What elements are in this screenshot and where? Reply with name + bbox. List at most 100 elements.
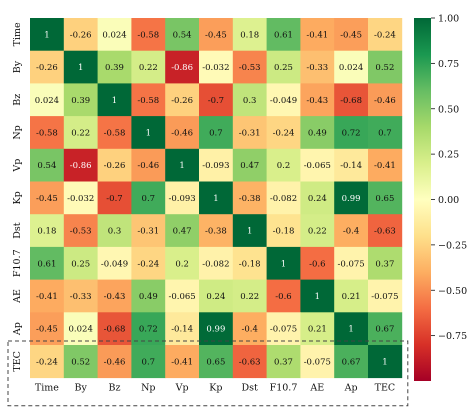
heatmap-cell — [300, 279, 335, 313]
cell-value-label: -0.53 — [70, 227, 92, 237]
cell-value-label: 1 — [382, 357, 387, 367]
heatmap-cell — [131, 312, 166, 346]
cell-value-label: 0.24 — [206, 292, 225, 302]
heatmap-cell — [165, 279, 200, 313]
heatmap-cell — [165, 83, 200, 117]
cell-value-label: 0.2 — [277, 161, 291, 171]
y-tick-label: AE — [12, 289, 23, 304]
cell-value-label: -0.41 — [306, 30, 328, 40]
heatmap-cell — [97, 345, 132, 379]
cell-value-label: 0.37 — [274, 357, 293, 367]
heatmap-cell — [334, 18, 369, 52]
colorbar-tick-label: 0.25 — [438, 150, 459, 161]
heatmap-cell — [368, 83, 403, 117]
heatmap-cell — [232, 148, 267, 182]
y-tick-label: F10.7 — [12, 249, 23, 277]
heatmap-cell — [266, 214, 301, 248]
cell-value-label: -0.032 — [67, 194, 94, 204]
cell-value-label: 0.24 — [308, 194, 327, 204]
heatmap-cell — [165, 181, 200, 215]
heatmap-cell — [63, 181, 98, 215]
cell-value-label: -0.31 — [239, 128, 261, 138]
heatmap-cell — [199, 83, 234, 117]
colorbar: 1.00 0.75 0.50 0.25 0.00 −0.25 −0.50 −0.75 — [414, 14, 467, 381]
cell-value-label: 0.18 — [240, 30, 259, 40]
cell-value-label: 0.39 — [105, 63, 124, 73]
heatmap-cell — [232, 246, 267, 280]
heatmap-cell — [300, 148, 335, 182]
colorbar-tick-label: −0.75 — [438, 331, 467, 342]
heatmap-cell — [199, 18, 234, 52]
cell-value-label: -0.075 — [371, 292, 398, 302]
heatmap-cell — [165, 246, 200, 280]
heatmap-cell — [232, 279, 267, 313]
colorbar-gradient — [414, 18, 431, 381]
cell-value-label: -0.082 — [270, 194, 297, 204]
heatmap-cell — [199, 279, 234, 313]
cell-value-label: -0.68 — [104, 325, 126, 335]
heatmap-cell — [97, 148, 132, 182]
heatmap-cell — [165, 312, 200, 346]
cell-value-label: 0.024 — [69, 325, 93, 335]
heatmap-cell — [63, 279, 98, 313]
heatmap-cells: 1 -0.26 0.024 -0.58 0.54 -0.45 0.18 0.61 -0.41 -0… — [30, 18, 403, 379]
cell-value-label: 1 — [213, 194, 218, 204]
cell-value-label: -0.24 — [137, 259, 159, 269]
colorbar-tick-label: 0.00 — [438, 195, 459, 206]
heatmap-cell — [165, 148, 200, 182]
heatmap-cell — [63, 50, 98, 84]
cell-value-label: 0.54 — [173, 30, 192, 40]
heatmap-cell — [368, 214, 403, 248]
cell-value-label: 0.3 — [243, 96, 257, 106]
cell-value-label: -0.14 — [171, 325, 193, 335]
cell-value-label: -0.7 — [106, 194, 122, 204]
colorbar-ticks: 1.00 0.75 0.50 0.25 0.00 −0.25 −0.50 −0.75 — [431, 14, 467, 342]
cell-value-label: -0.26 — [104, 161, 126, 171]
heatmap-cell — [30, 148, 65, 182]
cell-value-label: -0.18 — [273, 227, 295, 237]
heatmap-cell — [232, 18, 267, 52]
cell-value-label: 0.7 — [378, 128, 392, 138]
cell-value-label: 0.49 — [139, 292, 158, 302]
heatmap-cell — [266, 312, 301, 346]
heatmap-cell — [334, 246, 369, 280]
heatmap-cell — [199, 312, 234, 346]
cell-value-label: 0.67 — [375, 325, 394, 335]
x-tick-label: Np — [141, 383, 155, 394]
cell-value-label: 1 — [315, 292, 320, 302]
heatmap-cell — [30, 246, 65, 280]
heatmap-cell — [368, 312, 403, 346]
cell-value-label: -0.45 — [340, 30, 362, 40]
heatmap-cell — [63, 246, 98, 280]
y-axis-tick-labels: Time By Bz Np Vp Kp Dst F10.7 AE Ap TEC — [12, 22, 23, 372]
cell-value-label: -0.41 — [171, 357, 193, 367]
heatmap-cell — [300, 116, 335, 150]
cell-value-label: -0.26 — [36, 63, 58, 73]
x-tick-label: Bz — [109, 383, 121, 394]
cell-value-label: -0.41 — [374, 161, 396, 171]
colorbar-tick-label: −0.25 — [438, 240, 467, 251]
cell-value-label: -0.33 — [306, 63, 328, 73]
y-tick-label: Np — [12, 125, 23, 139]
heatmap-cell — [131, 83, 166, 117]
cell-value-label: 1 — [348, 325, 353, 335]
cell-value-label: -0.093 — [202, 161, 229, 171]
heatmap-cell — [30, 181, 65, 215]
heatmap-cell — [97, 214, 132, 248]
cell-value-label: -0.46 — [374, 96, 396, 106]
cell-value-label: -0.4 — [343, 227, 359, 237]
heatmap-cell — [199, 345, 234, 379]
cell-value-label: 1 — [179, 161, 184, 171]
cell-value-label: -0.46 — [137, 161, 159, 171]
heatmap-cell — [199, 214, 234, 248]
cell-value-label: 0.7 — [142, 357, 156, 367]
cell-value-label: -0.58 — [36, 128, 58, 138]
heatmap-cell — [97, 83, 132, 117]
cell-value-label: -0.24 — [273, 128, 295, 138]
cell-value-label: -0.26 — [70, 30, 92, 40]
heatmap-cell — [266, 246, 301, 280]
heatmap-cell — [368, 345, 403, 379]
heatmap-cell — [131, 18, 166, 52]
colorbar-tick-label: 0.50 — [438, 104, 459, 115]
cell-value-label: 0.52 — [71, 357, 90, 367]
